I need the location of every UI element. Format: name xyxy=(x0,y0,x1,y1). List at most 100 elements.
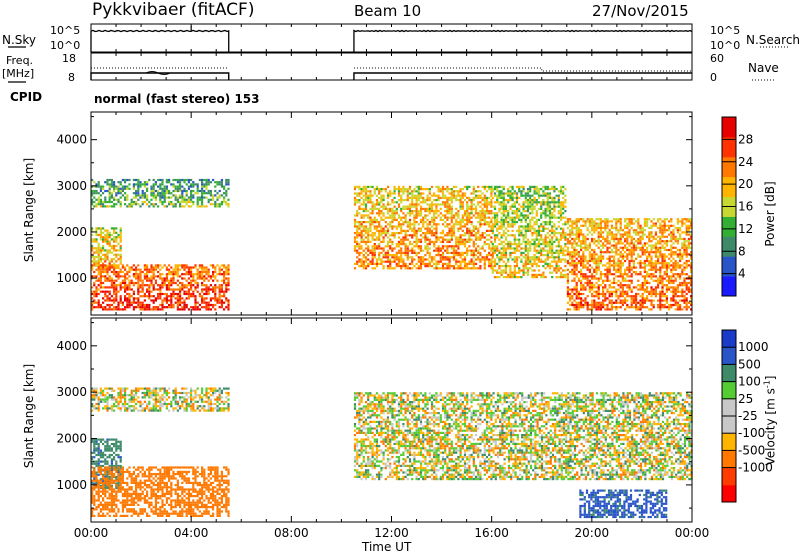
power-cell xyxy=(433,218,436,221)
power-cell xyxy=(522,251,525,254)
power-cell xyxy=(446,205,449,208)
power-cell xyxy=(161,181,164,184)
power-cell xyxy=(439,260,442,263)
power-cell xyxy=(205,266,208,269)
power-cell xyxy=(209,303,212,307)
power-cell xyxy=(654,295,657,298)
power-cell xyxy=(575,268,578,271)
power-cell xyxy=(479,258,482,261)
power-cell xyxy=(582,235,585,238)
power-cell xyxy=(380,229,383,232)
power-cell xyxy=(113,266,116,269)
power-cell xyxy=(212,198,215,201)
power-cell xyxy=(551,207,554,210)
power-cell xyxy=(110,200,113,204)
power-cell xyxy=(99,266,102,270)
power-cell xyxy=(639,286,642,289)
power-cell xyxy=(602,286,605,289)
power-cell xyxy=(152,189,155,193)
power-cell xyxy=(461,221,464,224)
power-cell xyxy=(185,189,188,193)
power-cell xyxy=(198,189,201,193)
power-cell xyxy=(448,260,451,263)
power-cell xyxy=(559,210,563,213)
power-cell xyxy=(152,194,155,197)
power-cell xyxy=(646,286,649,289)
power-cell xyxy=(474,243,478,246)
power-cell xyxy=(446,247,449,250)
power-cell xyxy=(181,205,184,208)
power-cell xyxy=(466,216,469,219)
power-cell xyxy=(544,267,547,270)
power-cell xyxy=(220,306,223,309)
power-cell xyxy=(369,227,372,230)
power-cell xyxy=(498,192,501,195)
power-cell xyxy=(104,255,107,259)
power-cell xyxy=(500,265,503,268)
power-cell xyxy=(646,235,649,238)
power-cell xyxy=(652,264,655,267)
power-cell xyxy=(106,270,109,274)
power-cell xyxy=(185,290,188,293)
power-cell xyxy=(353,223,357,226)
power-cell xyxy=(648,281,651,285)
power-cell xyxy=(588,246,591,249)
power-cell xyxy=(624,218,627,221)
power-cell xyxy=(419,234,423,237)
power-cell xyxy=(207,192,210,195)
power-cell xyxy=(139,268,142,271)
power-cell xyxy=(137,279,140,282)
power-cell xyxy=(378,232,381,235)
power-cell xyxy=(535,256,538,259)
power-cell xyxy=(459,240,462,243)
power-cell xyxy=(466,249,469,252)
power-cell xyxy=(369,262,372,265)
power-cell xyxy=(417,247,420,250)
power-cell xyxy=(367,262,370,265)
power-cell xyxy=(378,234,381,237)
power-cell xyxy=(569,270,572,274)
power-cell xyxy=(369,199,372,202)
power-cell xyxy=(433,232,436,235)
power-cell xyxy=(485,238,489,241)
power-cell xyxy=(628,295,631,298)
power-cell xyxy=(419,214,423,217)
power-cell xyxy=(602,303,605,307)
power-cell xyxy=(165,299,168,302)
power-cell xyxy=(132,273,135,276)
power-cell xyxy=(580,281,583,285)
power-cell xyxy=(479,267,482,270)
power-cell xyxy=(459,205,462,208)
power-cell xyxy=(520,247,523,250)
power-cell xyxy=(529,262,532,265)
power-cell xyxy=(391,201,394,204)
power-cell xyxy=(483,188,486,191)
power-cell xyxy=(496,262,499,265)
power-cell xyxy=(571,253,574,256)
power-cell xyxy=(602,235,605,238)
power-cell xyxy=(168,203,171,206)
power-cell xyxy=(424,236,427,239)
power-cell xyxy=(577,231,580,234)
power-cell xyxy=(544,214,547,217)
power-cell xyxy=(533,258,536,261)
power-cell xyxy=(362,188,365,191)
power-cell xyxy=(104,295,107,298)
power-cell xyxy=(531,207,534,210)
power-cell xyxy=(99,284,102,287)
power-cell xyxy=(643,306,646,309)
power-cell xyxy=(119,196,122,199)
power-cell xyxy=(356,225,359,228)
power-cell xyxy=(606,220,609,223)
power-cell xyxy=(591,257,594,260)
power-cell xyxy=(99,187,102,190)
power-cell xyxy=(551,276,554,279)
power-cell xyxy=(161,303,164,307)
power-cell xyxy=(128,266,131,269)
power-cell xyxy=(91,198,94,201)
power-cell xyxy=(196,284,199,287)
power-cell xyxy=(371,245,374,248)
power-cell xyxy=(635,231,638,234)
power-cell xyxy=(490,260,493,263)
power-cell xyxy=(446,256,449,259)
